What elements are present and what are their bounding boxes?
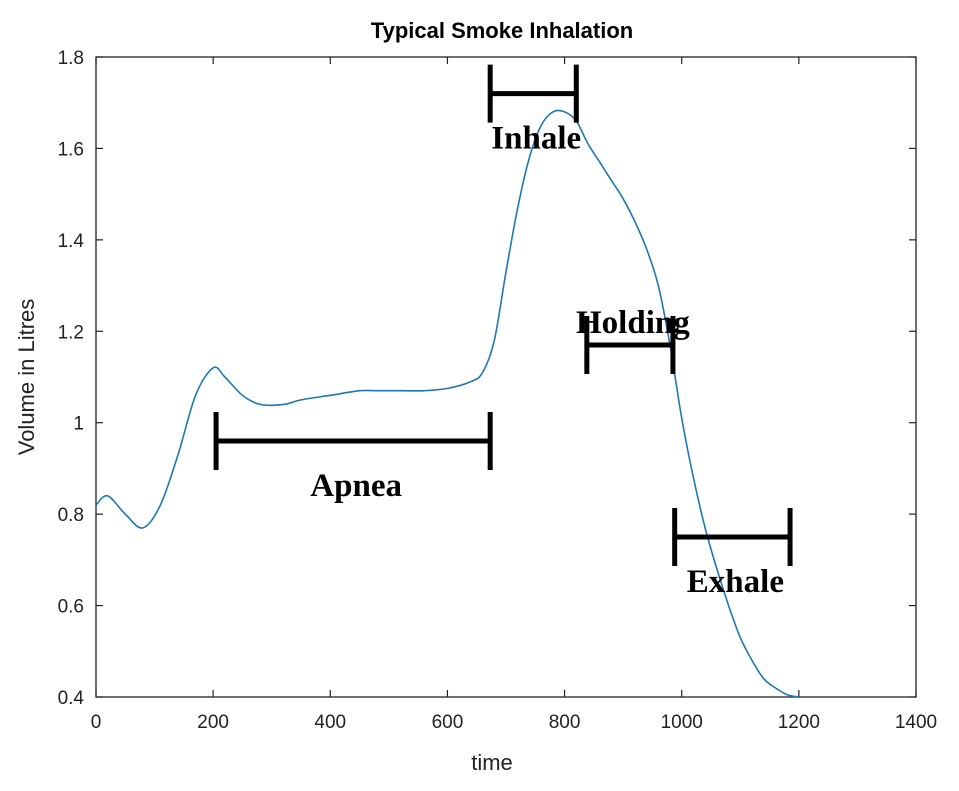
x-tick-label: 1000 xyxy=(661,712,703,733)
axis-ticks: 0 200 400 600 800 1000 1200 1400 0.4 0.6 0.8 1 1.2 1.… xyxy=(58,48,938,733)
y-tick-label: 1 xyxy=(73,414,84,435)
y-tick-label: 1.6 xyxy=(58,139,84,160)
x-tick-label: 0 xyxy=(91,712,102,733)
phase-bracket-exhale: Exhale xyxy=(672,508,793,600)
phase-label-exhale: Exhale xyxy=(687,564,784,600)
phase-label-inhale: Inhale xyxy=(491,121,581,157)
y-tick-label: 0.8 xyxy=(58,505,84,526)
y-tick-label: 1.4 xyxy=(58,231,85,252)
chart-title: Typical Smoke Inhalation xyxy=(371,18,633,43)
x-axis-label: time xyxy=(471,750,513,775)
y-tick-label: 0.4 xyxy=(58,688,85,709)
x-tick-label: 400 xyxy=(314,712,346,733)
x-tick-label: 800 xyxy=(549,712,581,733)
y-tick-label: 1.8 xyxy=(58,48,84,69)
plot-area-frame xyxy=(95,56,917,698)
x-tick-label: 600 xyxy=(432,712,464,733)
x-tick-label: 200 xyxy=(197,712,229,733)
phase-annotations: Apnea Inhale Holding Exhale xyxy=(213,64,793,600)
phase-label-holding: Holding xyxy=(576,305,690,341)
y-axis-label: Volume in Litres xyxy=(14,299,39,456)
phase-bracket-holding: Holding xyxy=(576,305,690,374)
phase-label-apnea: Apnea xyxy=(310,468,402,504)
x-tick-label: 1200 xyxy=(778,712,820,733)
x-tick-label: 1400 xyxy=(895,712,937,733)
phase-bracket-apnea: Apnea xyxy=(213,412,493,504)
y-tick-label: 0.6 xyxy=(58,597,84,618)
phase-bracket-inhale: Inhale xyxy=(487,64,581,157)
series-line-volume xyxy=(95,109,800,698)
y-tick-label: 1.2 xyxy=(58,322,84,343)
